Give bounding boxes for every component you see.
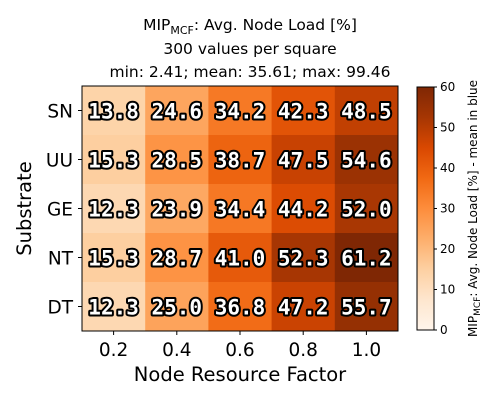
- colorbar-tick-label: 30: [440, 202, 455, 216]
- colorbar-ticks: 0 10 20 30 40 50 60: [434, 80, 455, 337]
- cell-value-label: 48.5: [341, 100, 392, 124]
- chart-title-main: MIP: [143, 16, 170, 34]
- cell-value-label: 13.8: [88, 100, 139, 124]
- cell-value-label: 52.0: [341, 198, 392, 222]
- cell-value-label: 34.4: [215, 198, 266, 222]
- chart-title-subscript: MCF: [170, 24, 194, 37]
- cell-value-label: 44.2: [278, 198, 329, 222]
- cell-value-label: 61.2: [341, 247, 392, 271]
- cell-value-label: 36.8: [215, 296, 266, 320]
- cell-value-label: 38.7: [215, 149, 266, 173]
- heatmap-cell-sn-0.6: [208, 86, 273, 136]
- heatmap-cell-ge-0.4: [145, 184, 209, 234]
- colorbar-tick-label: 0: [440, 323, 448, 337]
- y-axis-title: Substrate: [13, 161, 36, 256]
- y-tick-label: NT: [48, 249, 74, 270]
- heatmap-cell-nt-0.2: [82, 233, 146, 283]
- y-tick-label: UU: [46, 151, 73, 172]
- x-tick-label: 0.8: [288, 340, 317, 361]
- x-tick-label: 0.4: [162, 340, 191, 361]
- cell-value-label: 12.3: [88, 198, 139, 222]
- heatmap-cell-uu-0.8: [271, 135, 336, 185]
- heatmap-cell-sn-0.2: [82, 86, 146, 136]
- x-tick-label: 0.6: [225, 340, 254, 361]
- y-axis-ticks: SN UU GE NT DT: [46, 102, 82, 319]
- heatmap-cell-uu-0.6: [208, 135, 273, 185]
- cell-value-label: 25.0: [152, 296, 203, 320]
- heatmap-cell-ge-0.2: [82, 184, 146, 234]
- cell-value-label: 23.9: [152, 198, 203, 222]
- heatmap-cell-uu-1.0: [334, 135, 399, 185]
- colorbar-tick-label: 10: [440, 283, 455, 297]
- heatmap-cell-ge-0.8: [271, 184, 336, 234]
- x-tick-label: 0.2: [99, 340, 128, 361]
- y-tick-label: DT: [47, 298, 73, 319]
- colorbar-title: MIPMCF: Avg. Node Load [%] - mean in blu…: [466, 80, 483, 337]
- heatmap-cell-nt-0.6: [208, 233, 273, 283]
- cell-value-label: 28.7: [152, 247, 203, 271]
- heatmap-cell-nt-1.0: [334, 233, 399, 283]
- cell-value-label: 41.0: [215, 247, 266, 271]
- chart-title-line-1: MIPMCF: Avg. Node Load [%]: [143, 16, 357, 37]
- cell-value-label: 15.3: [88, 149, 139, 173]
- chart-title-rest: : Avg. Node Load [%]: [194, 16, 357, 34]
- y-tick-label: SN: [47, 102, 73, 123]
- x-axis-title: Node Resource Factor: [134, 363, 347, 386]
- colorbar-tick-label: 60: [440, 80, 455, 94]
- cell-value-label: 52.3: [278, 247, 329, 271]
- heatmap-cell-ge-1.0: [334, 184, 399, 234]
- heatmap-cell-dt-0.4: [145, 282, 209, 332]
- cell-value-label: 28.5: [152, 149, 203, 173]
- colorbar-tick-label: 50: [440, 121, 455, 135]
- heatmap-cell-uu-0.2: [82, 135, 146, 185]
- cell-value-label: 24.6: [152, 100, 203, 124]
- heatmap-cell-dt-0.6: [208, 282, 273, 332]
- cell-value-label: 15.3: [88, 247, 139, 271]
- cell-value-label: 34.2: [215, 100, 266, 124]
- cell-value-label: 47.5: [278, 149, 329, 173]
- colorbar-tick-label: 40: [440, 161, 455, 175]
- x-tick-label: 1.0: [352, 340, 381, 361]
- cell-value-label: 42.3: [278, 100, 329, 124]
- heatmap-cell-uu-0.4: [145, 135, 209, 185]
- heatmap-value-labels: 13.8 24.6 34.2 42.3 48.5 15.3 28.5 38.7 47.5 54.6…: [86, 98, 393, 322]
- heatmap-cells: [82, 86, 399, 332]
- colorbar: [416, 86, 435, 331]
- cell-value-label: 55.7: [341, 296, 392, 320]
- heatmap-cell-sn-0.4: [145, 86, 209, 136]
- heatmap-cell-sn-1.0: [334, 86, 399, 136]
- cell-value-label: 54.6: [341, 149, 392, 173]
- heatmap-cell-nt-0.8: [271, 233, 336, 283]
- cell-value-label: 47.2: [278, 296, 329, 320]
- y-tick-label: GE: [47, 200, 73, 221]
- heatmap-cell-dt-1.0: [334, 282, 399, 332]
- heatmap-cell-dt-0.8: [271, 282, 336, 332]
- colorbar-tick-label: 20: [440, 242, 455, 256]
- heatmap-cell-dt-0.2: [82, 282, 146, 332]
- chart-title-line-3: min: 2.41; mean: 35.61; max: 99.46: [110, 63, 391, 81]
- x-axis-ticks: 0.2 0.4 0.6 0.8 1.0: [99, 331, 381, 361]
- chart-title-line-2: 300 values per square: [163, 40, 336, 58]
- heatmap-cell-nt-0.4: [145, 233, 209, 283]
- heatmap-cell-sn-0.8: [271, 86, 336, 136]
- cell-value-label: 12.3: [88, 296, 139, 320]
- heatmap-cell-ge-0.6: [208, 184, 273, 234]
